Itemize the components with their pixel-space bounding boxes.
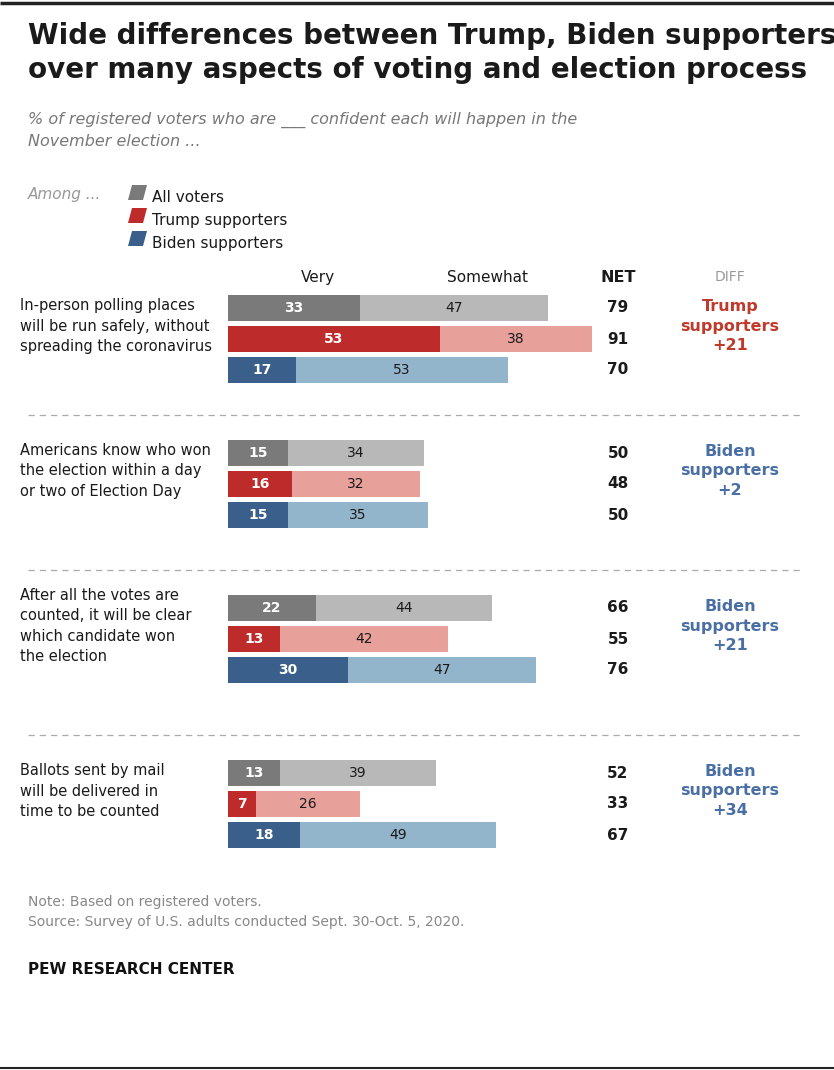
- Text: 17: 17: [253, 363, 272, 377]
- Text: 15: 15: [249, 446, 268, 460]
- Bar: [228, 357, 296, 383]
- Bar: [228, 440, 288, 467]
- Text: % of registered voters who are ___ confident each will happen in the
November el: % of registered voters who are ___ confi…: [28, 112, 577, 149]
- Text: 18: 18: [254, 828, 274, 842]
- Bar: [228, 295, 360, 321]
- Text: DIFF: DIFF: [715, 270, 746, 284]
- Text: 32: 32: [347, 477, 364, 491]
- Bar: [348, 657, 536, 683]
- Text: 70: 70: [607, 363, 629, 378]
- Text: 16: 16: [250, 477, 269, 491]
- Text: In-person polling places
will be run safely, without
spreading the coronavirus: In-person polling places will be run saf…: [20, 299, 212, 354]
- Bar: [316, 595, 492, 621]
- Bar: [360, 295, 548, 321]
- Text: 30: 30: [279, 663, 298, 677]
- Text: 44: 44: [395, 601, 413, 615]
- Text: Very: Very: [301, 270, 335, 285]
- Text: 34: 34: [347, 446, 364, 460]
- Text: Americans know who won
the election within a day
or two of Election Day: Americans know who won the election with…: [20, 443, 211, 499]
- Text: After all the votes are
counted, it will be clear
which candidate won
the electi: After all the votes are counted, it will…: [20, 587, 192, 664]
- Text: All voters: All voters: [152, 190, 224, 205]
- Bar: [288, 502, 428, 528]
- Text: Ballots sent by mail
will be delivered in
time to be counted: Ballots sent by mail will be delivered i…: [20, 763, 164, 819]
- Text: 76: 76: [607, 662, 629, 677]
- Text: Biden
supporters
+2: Biden supporters +2: [681, 444, 780, 499]
- Bar: [440, 326, 592, 352]
- Bar: [256, 791, 360, 817]
- Bar: [228, 791, 256, 817]
- Text: 15: 15: [249, 508, 268, 522]
- Text: 13: 13: [244, 632, 264, 646]
- Text: 13: 13: [244, 766, 264, 780]
- Text: Biden
supporters
+21: Biden supporters +21: [681, 599, 780, 654]
- Text: 52: 52: [607, 765, 629, 780]
- Bar: [280, 626, 448, 652]
- Text: Somewhat: Somewhat: [448, 270, 529, 285]
- Text: 33: 33: [284, 301, 304, 315]
- Text: Note: Based on registered voters.
Source: Survey of U.S. adults conducted Sept. : Note: Based on registered voters. Source…: [28, 895, 465, 929]
- Bar: [228, 326, 440, 352]
- Text: 55: 55: [607, 631, 629, 646]
- Text: 67: 67: [607, 827, 629, 842]
- Bar: [228, 657, 348, 683]
- Polygon shape: [128, 231, 147, 246]
- Bar: [296, 357, 508, 383]
- Bar: [228, 626, 280, 652]
- Bar: [300, 822, 496, 849]
- Bar: [280, 760, 436, 786]
- Bar: [288, 440, 424, 467]
- Text: 35: 35: [349, 508, 367, 522]
- Text: Biden supporters: Biden supporters: [152, 236, 284, 251]
- Bar: [292, 471, 420, 496]
- Text: 7: 7: [237, 797, 247, 811]
- Text: 39: 39: [349, 766, 367, 780]
- Text: Trump supporters: Trump supporters: [152, 213, 288, 228]
- Bar: [228, 471, 292, 496]
- Bar: [228, 595, 316, 621]
- Text: 53: 53: [324, 332, 344, 346]
- Text: Among ...: Among ...: [28, 187, 102, 202]
- Text: 47: 47: [433, 663, 450, 677]
- Text: 22: 22: [262, 601, 282, 615]
- Bar: [228, 822, 300, 849]
- Text: 48: 48: [607, 476, 629, 491]
- Text: 91: 91: [607, 332, 629, 347]
- Text: Trump
supporters
+21: Trump supporters +21: [681, 299, 780, 353]
- Bar: [228, 760, 280, 786]
- Polygon shape: [128, 208, 147, 223]
- Text: 42: 42: [355, 632, 373, 646]
- Text: 47: 47: [445, 301, 463, 315]
- Text: NET: NET: [600, 270, 636, 285]
- Text: Biden
supporters
+34: Biden supporters +34: [681, 764, 780, 819]
- Text: 33: 33: [607, 796, 629, 811]
- Text: 50: 50: [607, 507, 629, 522]
- Text: Wide differences between Trump, Biden supporters
over many aspects of voting and: Wide differences between Trump, Biden su…: [28, 22, 834, 83]
- Text: 26: 26: [299, 797, 317, 811]
- Text: 49: 49: [389, 828, 407, 842]
- Polygon shape: [128, 185, 147, 200]
- Text: 50: 50: [607, 445, 629, 460]
- Text: 38: 38: [507, 332, 525, 346]
- Text: 66: 66: [607, 600, 629, 615]
- Bar: [228, 502, 288, 528]
- Text: 53: 53: [394, 363, 411, 377]
- Text: PEW RESEARCH CENTER: PEW RESEARCH CENTER: [28, 962, 234, 977]
- Text: 79: 79: [607, 301, 629, 316]
